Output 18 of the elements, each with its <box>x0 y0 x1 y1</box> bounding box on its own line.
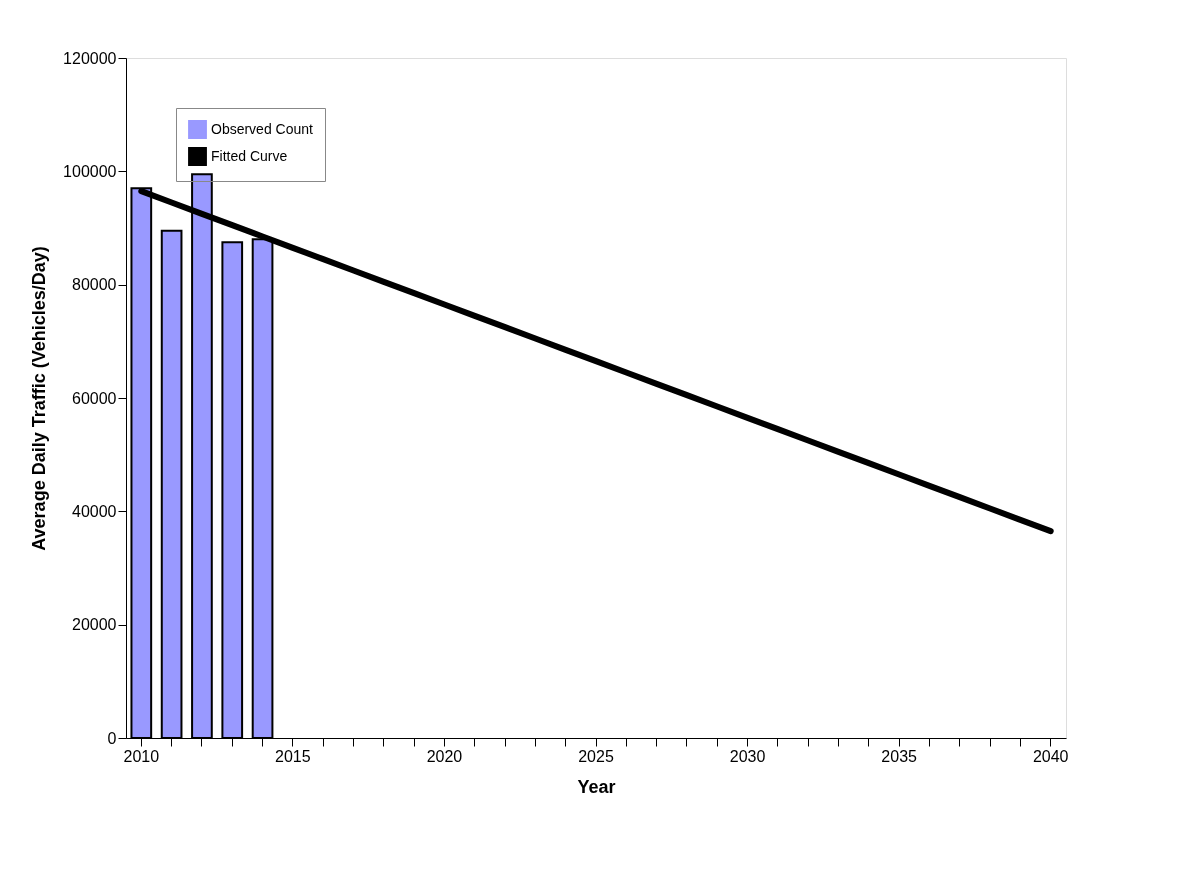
y-tick-label: 20000 <box>72 616 117 634</box>
legend-label: Fitted Curve <box>211 147 288 164</box>
y-tick-label: 0 <box>107 729 117 747</box>
x-axis-title: Year <box>577 776 616 797</box>
x-tick-label: 2025 <box>578 747 614 765</box>
y-axis-title: Average Daily Traffic (Vehicles/Day) <box>29 246 50 551</box>
y-tick-label: 60000 <box>72 389 117 407</box>
y-tick-label: 80000 <box>72 276 117 294</box>
y-tick-label: 120000 <box>63 49 117 67</box>
x-tick-label: 2030 <box>729 747 766 765</box>
y-tick-label: 40000 <box>72 502 117 520</box>
x-tick-label: 2040 <box>1032 747 1069 765</box>
x-tick-label: 2010 <box>123 747 160 765</box>
y-tick-label: 100000 <box>63 162 117 180</box>
legend-label: Observed Count <box>211 120 314 137</box>
x-tick-label: 2020 <box>426 747 463 765</box>
x-tick-label: 2015 <box>275 747 311 765</box>
x-tick-label: 2035 <box>881 747 918 765</box>
